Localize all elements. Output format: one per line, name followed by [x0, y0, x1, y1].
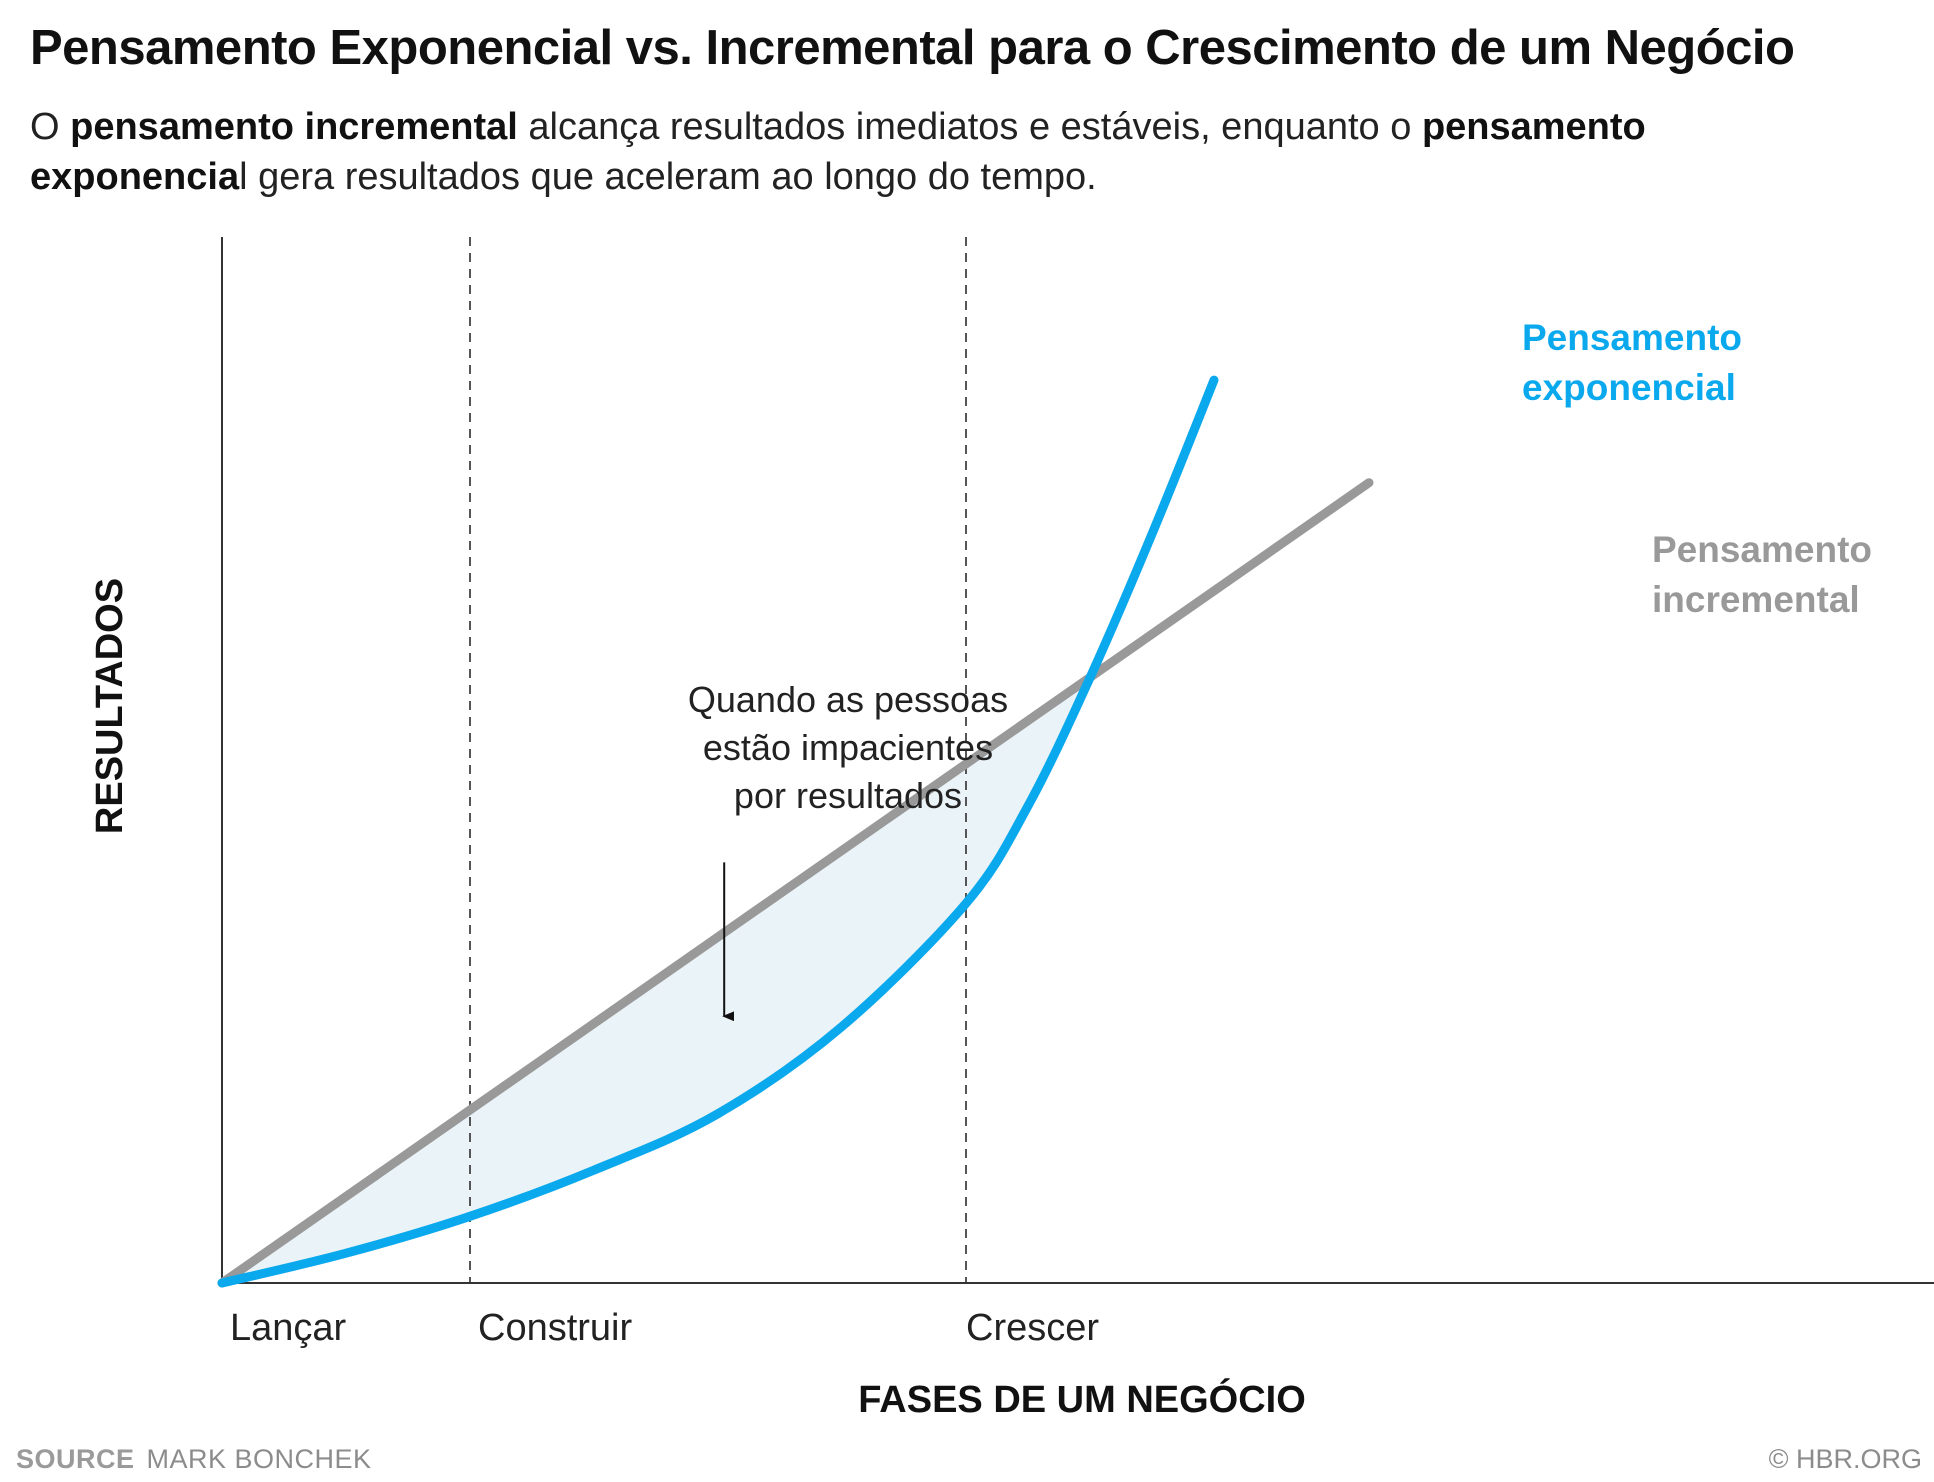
y-axis-title: RESULTADOS — [89, 578, 131, 834]
series-incremental-label-line-1: incremental — [1652, 579, 1860, 620]
annotation-line-0: Quando as pessoas — [688, 679, 1008, 720]
annotation-line-1: estão impacientes — [703, 727, 993, 768]
x-axis-title: FASES DE UM NEGÓCIO — [858, 1377, 1306, 1421]
subtitle-text-3: l gera resultados que aceleram ao longo … — [239, 156, 1097, 198]
subtitle-bold-incremental: pensamento incremental — [70, 106, 518, 148]
source-label: SOURCE — [16, 1444, 135, 1474]
chart-title: Pensamento Exponencial vs. Incremental p… — [30, 21, 1795, 75]
subtitle-bold-exponential: pensamento exponencia — [30, 106, 1646, 198]
phase-label-0: Lançar — [230, 1307, 347, 1349]
series-incremental-line — [217, 478, 1374, 1288]
footer-source: SOURCE MARK BONCHEK — [16, 1444, 372, 1475]
phase-label-2: Crescer — [966, 1307, 1099, 1349]
series-incremental-label-line-0: Pensamento — [1652, 529, 1872, 570]
annotation-line-2: por resultados — [734, 775, 962, 816]
series-exponential-line — [217, 375, 1219, 1288]
source-text: MARK BONCHEK — [146, 1444, 372, 1474]
footer-copyright: © HBR.ORG — [1768, 1444, 1922, 1474]
subtitle-text-2: alcança resultados imediatos e estáveis,… — [517, 106, 1422, 148]
subtitle-text-1: O — [30, 106, 71, 148]
series-exponential-label-line-0: Pensamento — [1522, 317, 1742, 358]
series-exponential-label-line-1: exponencial — [1522, 367, 1736, 408]
phase-label-1: Construir — [478, 1307, 632, 1349]
chart-subtitle: O pensamento incremental alcança resulta… — [30, 102, 1850, 202]
